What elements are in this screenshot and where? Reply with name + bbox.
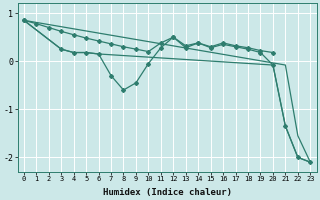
X-axis label: Humidex (Indice chaleur): Humidex (Indice chaleur) xyxy=(103,188,232,197)
